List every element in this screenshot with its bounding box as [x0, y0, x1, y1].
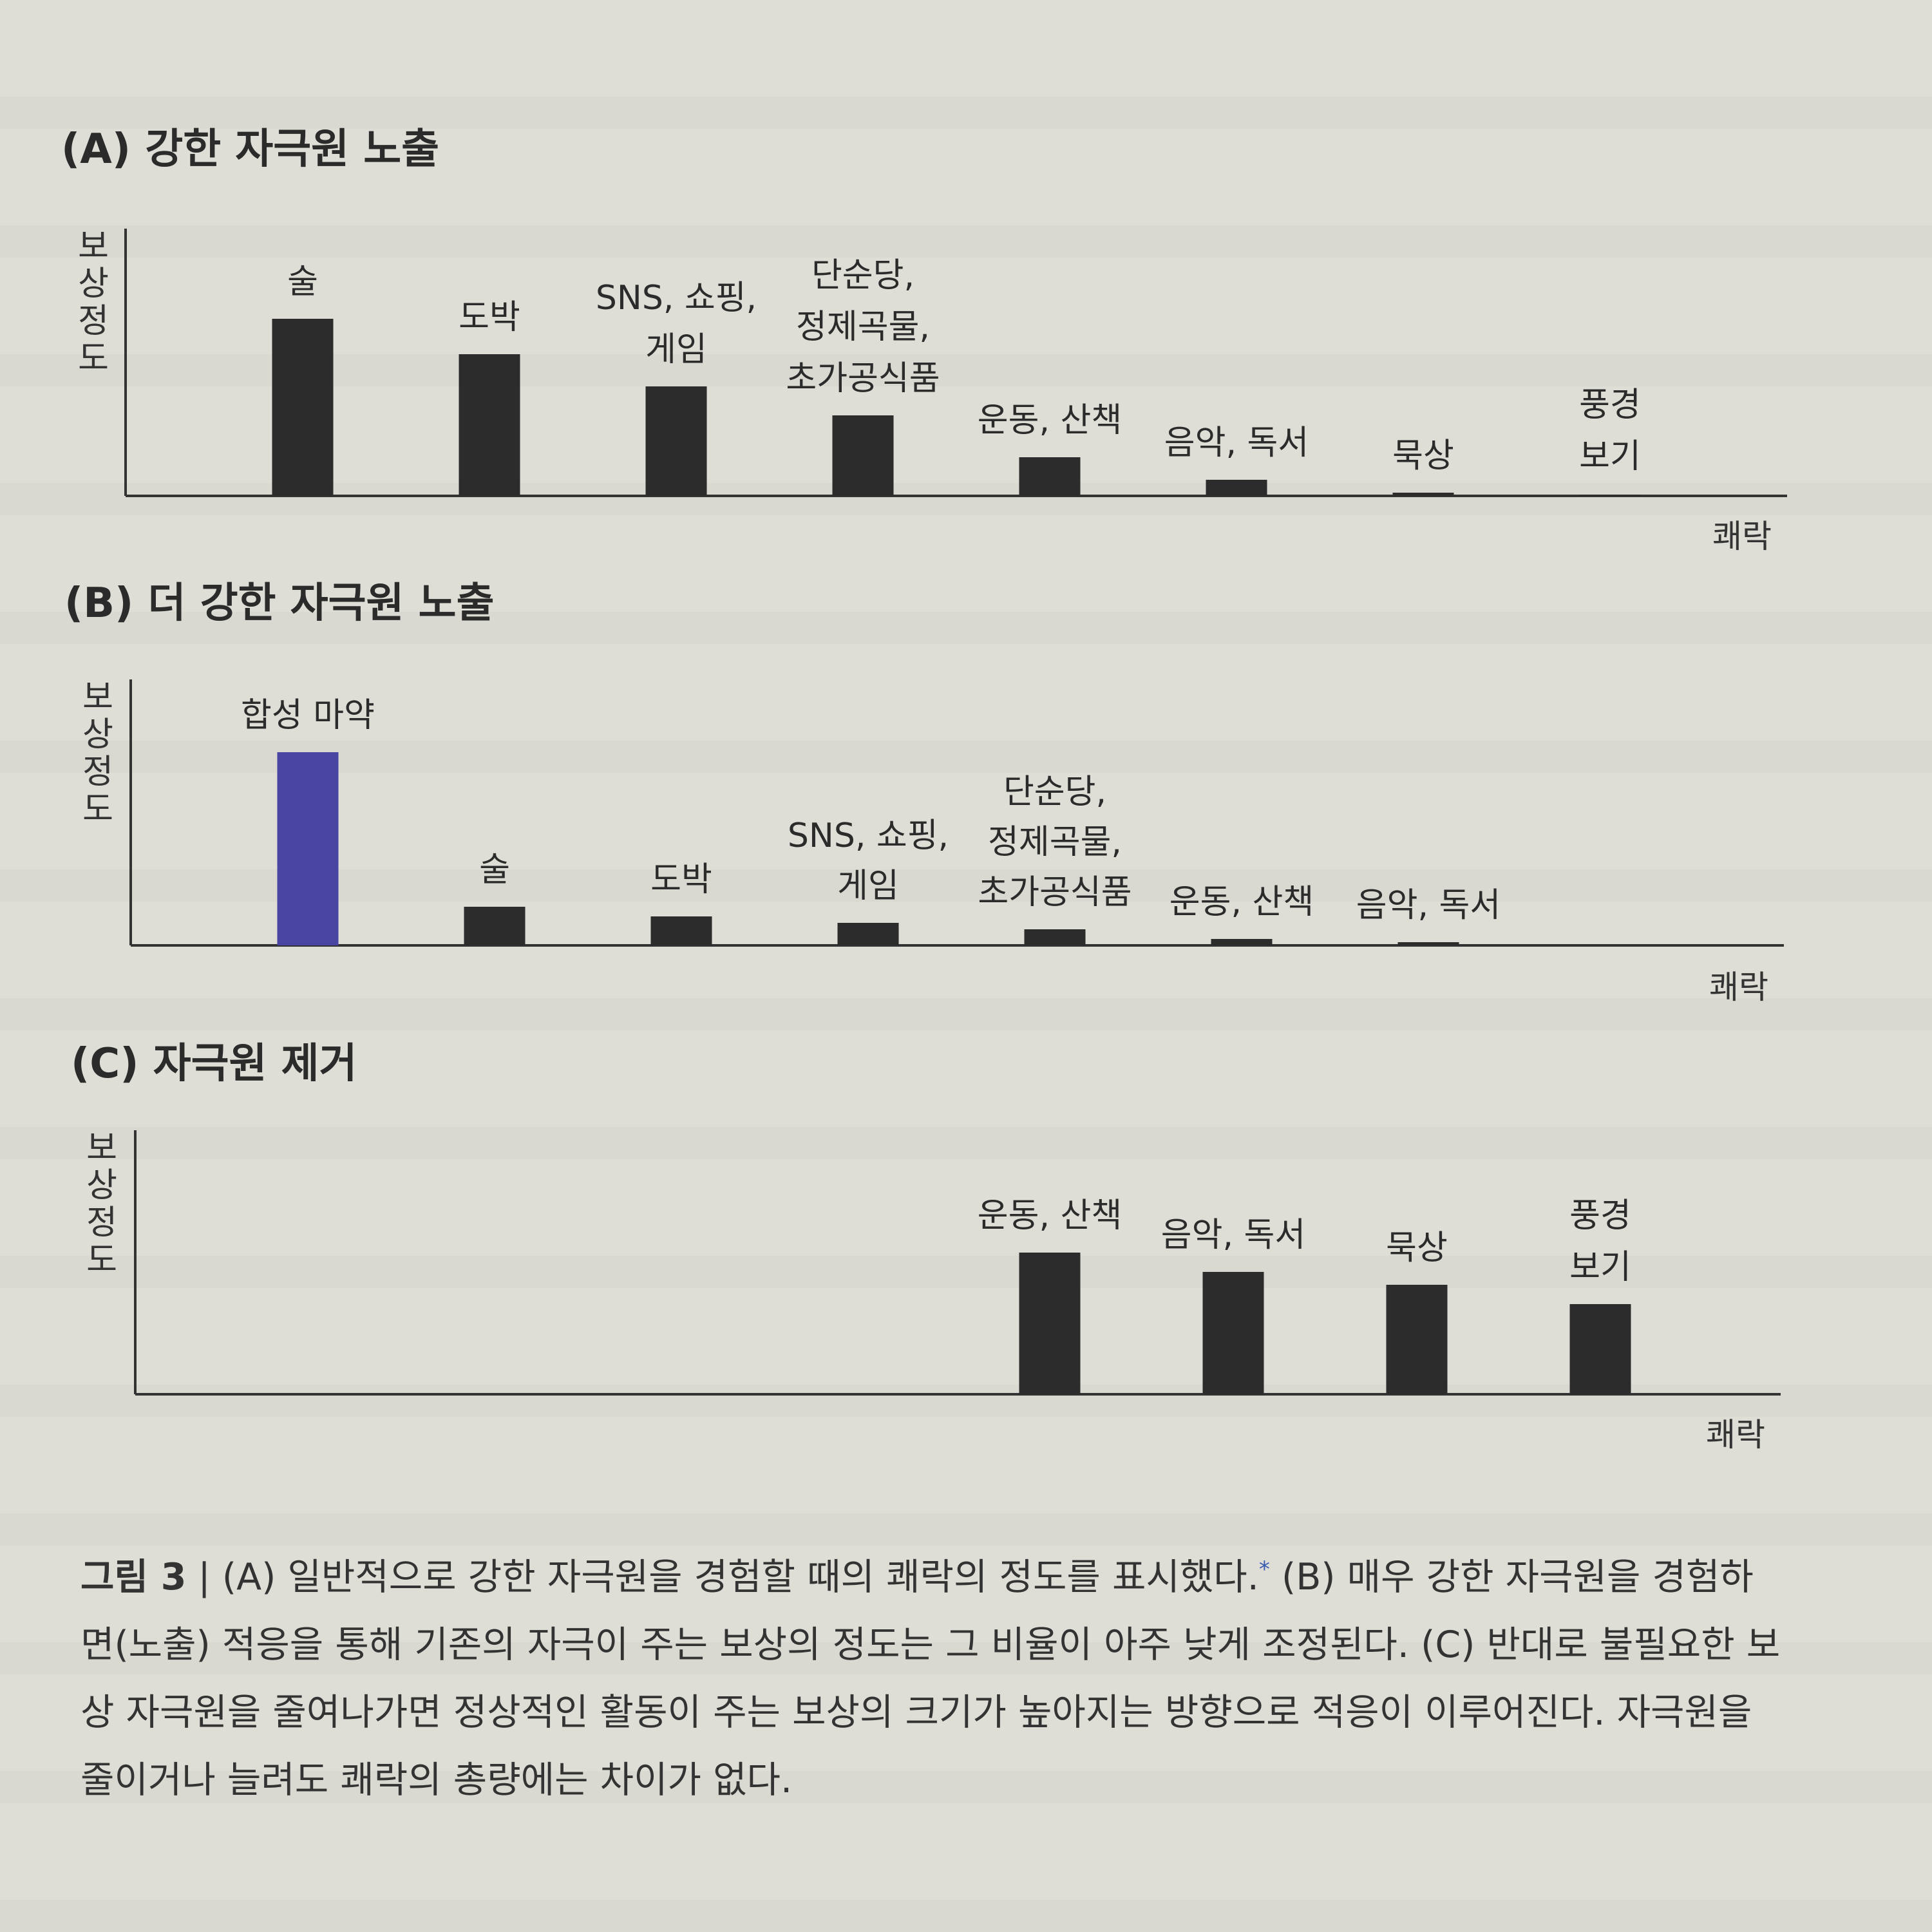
bar-label-line: 운동, 산책	[1170, 883, 1314, 922]
y-axis-label-char: 도	[78, 339, 109, 378]
x-axis-label: 쾌락	[1712, 518, 1772, 555]
bar-label-line: 합성 마약	[241, 696, 375, 735]
figure-caption: 그림 3 | (A) 일반적으로 강한 자극원을 경험할 때의 쾌락의 정도를 …	[80, 1536, 1787, 1814]
bar-label-line: 보기	[1569, 1248, 1631, 1287]
bar-7	[1397, 942, 1459, 945]
bar-label-line: 도박	[459, 298, 520, 337]
y-axis-label-char: 상	[82, 715, 113, 754]
y-axis-label-char: 보	[86, 1129, 117, 1168]
y-axis-label-char: 도	[82, 790, 113, 829]
bar-1	[277, 752, 339, 945]
bar-label-line: 정제곡물,	[796, 308, 930, 346]
bar-label-2: 도박	[459, 298, 520, 337]
bar-label-7: 묵상	[1392, 437, 1454, 475]
bar-4	[837, 923, 899, 945]
bar-label-4: 단순당, 정제곡물, 초가공식품	[786, 256, 940, 398]
bar-label-line: 음악, 독서	[1356, 886, 1501, 925]
bar-label-line: 단순당,	[811, 256, 914, 295]
caption-text-a: (A) 일반적으로 강한 자극원을 경험할 때의 쾌락의 정도를 표시했다.	[222, 1556, 1259, 1598]
chart-b: 보 상 정 도쾌락 합성 마약술 도박 SNS, 쇼핑, 게임 단순당, 정제곡물, 초가공식품 운동…	[82, 678, 1784, 1006]
caption-separator: |	[198, 1556, 211, 1598]
x-axis-label: 쾌락	[1706, 1416, 1765, 1454]
bar-label-line: 풍경	[1569, 1197, 1631, 1235]
bar-label-3: SNS, 쇼핑, 게임	[596, 279, 757, 369]
caption-figure-label: 그림 3	[80, 1556, 187, 1598]
bar-label-line: 술	[287, 263, 318, 301]
bar-2	[459, 354, 520, 496]
bar-label-5: 운동, 산책	[978, 401, 1122, 440]
bar-label-line: 술	[479, 851, 510, 889]
bar-label-line: 게임	[645, 330, 707, 369]
bar-label-line: SNS, 쇼핑,	[788, 817, 949, 855]
y-axis-label-char: 보	[78, 227, 109, 266]
bar-label-line: SNS, 쇼핑,	[596, 279, 757, 317]
bar-label-line: 게임	[837, 867, 899, 905]
caption-footnote-mark: *	[1258, 1557, 1270, 1582]
bar-label-2: 음악, 독서	[1161, 1216, 1305, 1255]
bar-label-line: 도박	[650, 860, 712, 899]
bar-label-6: 음악, 독서	[1164, 424, 1309, 462]
bar-label-line: 단순당,	[1003, 773, 1106, 811]
caption-text-rest: (B) 매우 강한 자극원을 경험하면(노출) 적응을 통해 기존의 자극이 주…	[80, 1556, 1781, 1801]
bar-3	[645, 386, 707, 496]
bar-label-line: 초가공식품	[978, 873, 1132, 912]
panel-a-title: (A) 강한 자극원 노출	[61, 126, 440, 173]
bar-label-1: 운동, 산책	[978, 1197, 1122, 1235]
bar-label-line: 운동, 산책	[978, 401, 1122, 440]
bar-label-line: 보기	[1579, 437, 1641, 476]
y-axis-label-char: 보	[82, 678, 113, 717]
bar-label-line: 초가공식품	[786, 359, 940, 398]
bar-label-line: 음악, 독서	[1161, 1216, 1305, 1255]
y-axis-label-char: 정	[86, 1204, 117, 1242]
y-axis-label-char: 정	[82, 753, 113, 791]
bar-3	[650, 916, 712, 945]
bar-4	[1569, 1304, 1631, 1394]
bar-8	[1579, 495, 1641, 496]
bar-label-line: 음악, 독서	[1164, 424, 1309, 462]
bar-label-5: 단순당, 정제곡물, 초가공식품	[978, 773, 1132, 912]
x-axis-label: 쾌락	[1709, 969, 1768, 1006]
bar-1	[272, 319, 334, 496]
bar-7	[1392, 493, 1454, 496]
bar-label-line: 묵상	[1386, 1229, 1448, 1267]
bar-label-line: 묵상	[1392, 437, 1454, 475]
bar-label-2: 술	[479, 851, 510, 889]
bar-label-4: SNS, 쇼핑, 게임	[788, 817, 949, 905]
bar-label-6: 운동, 산책	[1170, 883, 1314, 922]
bar-3	[1386, 1285, 1448, 1394]
bar-2	[464, 907, 526, 945]
bar-label-1: 술	[287, 263, 318, 301]
bar-6	[1211, 939, 1273, 945]
bar-label-3: 도박	[650, 860, 712, 899]
bar-label-1: 합성 마약	[241, 696, 375, 735]
bar-5	[1024, 929, 1086, 945]
y-axis-label-char: 상	[86, 1166, 117, 1205]
bar-label-3: 묵상	[1386, 1229, 1448, 1267]
panel-b-title: (B) 더 강한 자극원 노출	[64, 580, 495, 627]
bar-label-7: 음악, 독서	[1356, 886, 1501, 925]
y-axis-label-char: 상	[78, 265, 109, 303]
y-axis-label-char: 정	[78, 302, 109, 341]
y-axis-label-char: 도	[86, 1241, 117, 1280]
bar-2	[1202, 1272, 1264, 1394]
bar-label-line: 정제곡물,	[988, 823, 1122, 862]
bar-6	[1206, 480, 1267, 496]
bar-label-line: 운동, 산책	[978, 1197, 1122, 1235]
bar-label-line: 풍경	[1579, 386, 1641, 424]
bar-5	[1019, 457, 1081, 496]
panel-c-title: (C) 자극원 제거	[71, 1040, 357, 1088]
bar-1	[1019, 1253, 1081, 1394]
bar-4	[832, 415, 894, 496]
